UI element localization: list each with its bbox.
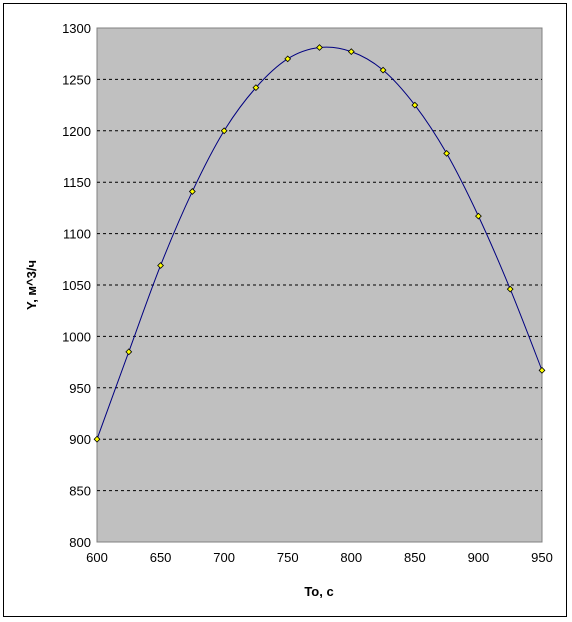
data-point	[411, 101, 419, 109]
y-tick-labels: 800 850 900 950 1000 1050 1100 1150 1200 1250 1300	[62, 21, 91, 550]
data-point	[506, 285, 514, 293]
x-tick-label: 600	[86, 550, 108, 565]
data-point	[220, 127, 228, 135]
data-point	[347, 48, 355, 56]
x-tick-label: 900	[468, 550, 490, 565]
x-tick-label: 850	[404, 550, 426, 565]
y-tick-label: 1000	[62, 329, 91, 344]
y-tick-label: 1200	[62, 124, 91, 139]
data-point	[157, 262, 164, 269]
x-tick-label: 750	[277, 550, 299, 565]
data-point	[284, 55, 292, 63]
x-tick-label: 700	[213, 550, 235, 565]
y-tick-label: 850	[69, 484, 91, 499]
x-axis-title: To, c	[304, 584, 333, 599]
y-tick-label: 950	[69, 381, 91, 396]
x-tick-label: 800	[340, 550, 362, 565]
y-tick-label: 900	[69, 432, 91, 447]
grid-lines	[97, 78, 542, 492]
y-tick-label: 800	[69, 535, 91, 550]
y-tick-label: 1050	[62, 278, 91, 293]
data-point	[252, 84, 260, 92]
y-tick-label: 1100	[63, 227, 91, 242]
x-tick-labels: 600 650 700 750 800 850 900 950	[86, 550, 553, 565]
data-point	[316, 44, 323, 51]
data-points	[93, 44, 546, 443]
y-tick-label: 1150	[63, 175, 91, 190]
data-point	[188, 188, 196, 195]
data-point	[538, 366, 546, 374]
x-tick-label: 950	[531, 550, 553, 565]
y-axis-title: Y, м^3/ч	[24, 260, 39, 310]
data-point	[125, 348, 133, 356]
y-tick-label: 1250	[62, 72, 91, 87]
data-point	[93, 435, 101, 443]
data-point	[379, 66, 387, 74]
data-point	[443, 150, 451, 157]
y-tick-label: 1300	[62, 21, 91, 36]
data-point	[475, 212, 482, 220]
x-tick-label: 650	[150, 550, 172, 565]
